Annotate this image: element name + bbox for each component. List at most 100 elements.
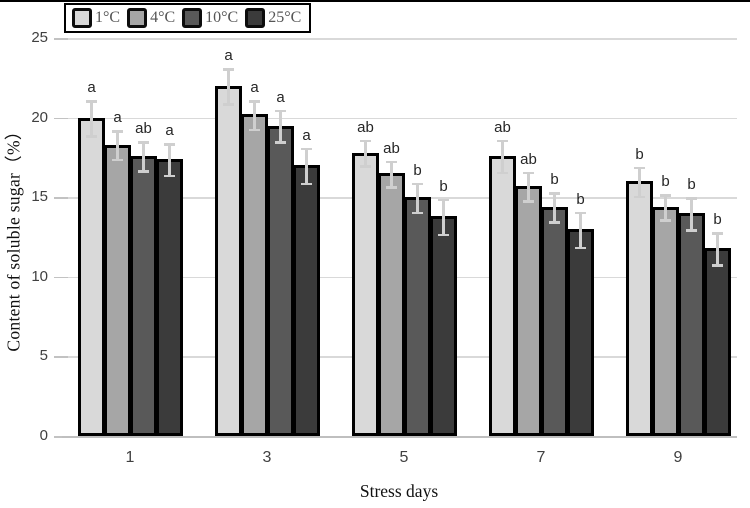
legend-item: 10°C	[182, 8, 238, 28]
figure-top-border	[0, 0, 750, 2]
sig-label: a	[87, 79, 96, 97]
bar	[652, 206, 679, 436]
legend-item: 1°C	[72, 8, 120, 28]
bar	[215, 85, 242, 436]
error-bar-cap-bottom	[164, 174, 175, 178]
error-bar	[116, 130, 119, 159]
error-bar-cap-top	[497, 139, 508, 143]
x-category-label: 3	[262, 449, 272, 466]
error-bar-cap-top	[112, 130, 123, 133]
bar	[241, 114, 268, 436]
error-bar-cap-top	[549, 192, 560, 195]
error-bar	[690, 197, 693, 230]
error-bar	[416, 182, 419, 212]
sig-label: ab	[357, 118, 374, 136]
legend-label: 25°C	[268, 9, 302, 26]
x-category-label: 5	[399, 449, 409, 466]
legend-marker-icon	[182, 8, 203, 28]
bar	[678, 213, 705, 436]
error-bar-cap-top	[712, 232, 723, 235]
legend-label: 10°C	[205, 9, 239, 26]
sig-label: a	[302, 126, 311, 144]
bar	[267, 125, 294, 436]
sig-label: b	[439, 177, 448, 195]
error-bar	[305, 147, 308, 183]
legend-marker-icon	[127, 8, 148, 28]
error-bar	[364, 139, 367, 166]
bar	[156, 158, 183, 436]
legend-item: 25°C	[245, 8, 301, 28]
bar	[130, 155, 157, 436]
error-bar	[501, 139, 504, 172]
error-bar-cap-top	[386, 160, 397, 164]
error-bar-cap-bottom	[575, 246, 586, 250]
bar	[293, 165, 320, 436]
error-bar-cap-bottom	[660, 219, 671, 222]
error-bar-cap-bottom	[686, 229, 697, 232]
y-tick-label: 20	[31, 108, 48, 126]
y-axis-tick	[54, 117, 68, 120]
error-bar-cap-bottom	[138, 170, 149, 173]
error-bar-cap-bottom	[112, 158, 123, 162]
bar	[352, 152, 379, 436]
error-bar-cap-bottom	[412, 211, 423, 215]
y-tick-label: 10	[31, 267, 48, 285]
y-axis-tick	[54, 38, 68, 40]
error-bar	[279, 109, 282, 142]
error-bar-cap-top	[634, 166, 645, 170]
error-bar	[638, 166, 641, 196]
bar	[626, 181, 653, 436]
x-category-label: 7	[536, 449, 546, 466]
sig-label: b	[550, 171, 559, 189]
y-axis-tick	[54, 356, 68, 358]
y-tick-label: 15	[31, 188, 48, 206]
error-bar-cap-top	[164, 143, 175, 146]
sig-label: ab	[520, 150, 537, 168]
error-bar-cap-top	[660, 194, 671, 197]
error-bar-cap-top	[301, 147, 312, 151]
sig-label: a	[224, 47, 233, 65]
y-tick-label: 0	[39, 427, 48, 444]
error-bar-cap-top	[686, 197, 697, 200]
bar	[515, 186, 542, 436]
y-axis-tick	[54, 276, 68, 279]
error-bar-cap-bottom	[438, 233, 449, 237]
error-bar-cap-top	[223, 68, 234, 71]
error-bar-cap-top	[275, 109, 286, 113]
sig-label: a	[276, 88, 285, 106]
sig-label: b	[661, 173, 670, 191]
error-bar-cap-bottom	[360, 165, 371, 168]
sig-label: a	[113, 109, 122, 127]
sig-label: ab	[135, 120, 152, 138]
x-axis-line	[62, 436, 737, 438]
sig-label: ab	[383, 139, 400, 157]
error-bar-cap-bottom	[301, 182, 312, 186]
grid-line	[62, 38, 737, 40]
bar	[378, 173, 405, 436]
sig-label: ab	[494, 118, 511, 136]
grid-line	[62, 117, 737, 120]
error-bar	[553, 192, 556, 222]
bar	[430, 216, 457, 436]
legend-marker-icon	[72, 8, 92, 28]
error-bar-cap-top	[438, 198, 449, 202]
error-bar-cap-bottom	[386, 186, 397, 189]
error-bar-cap-bottom	[223, 103, 234, 106]
y-tick-label: 25	[31, 29, 48, 46]
error-bar	[168, 143, 171, 175]
x-axis-title: Stress days	[359, 481, 439, 501]
error-bar-cap-top	[523, 171, 534, 175]
sig-label: a	[165, 122, 174, 140]
bar	[78, 117, 105, 436]
error-bar-cap-top	[575, 211, 586, 215]
error-bar	[90, 100, 93, 136]
y-axis-title: Content of soluble sugar（%）	[3, 122, 24, 352]
error-bar-cap-bottom	[497, 171, 508, 175]
legend-label: 4°C	[150, 9, 176, 26]
error-bar-cap-top	[249, 100, 260, 103]
sig-label: b	[713, 211, 722, 229]
sig-label: b	[635, 145, 644, 163]
bar	[704, 248, 731, 436]
error-bar-cap-bottom	[549, 221, 560, 224]
